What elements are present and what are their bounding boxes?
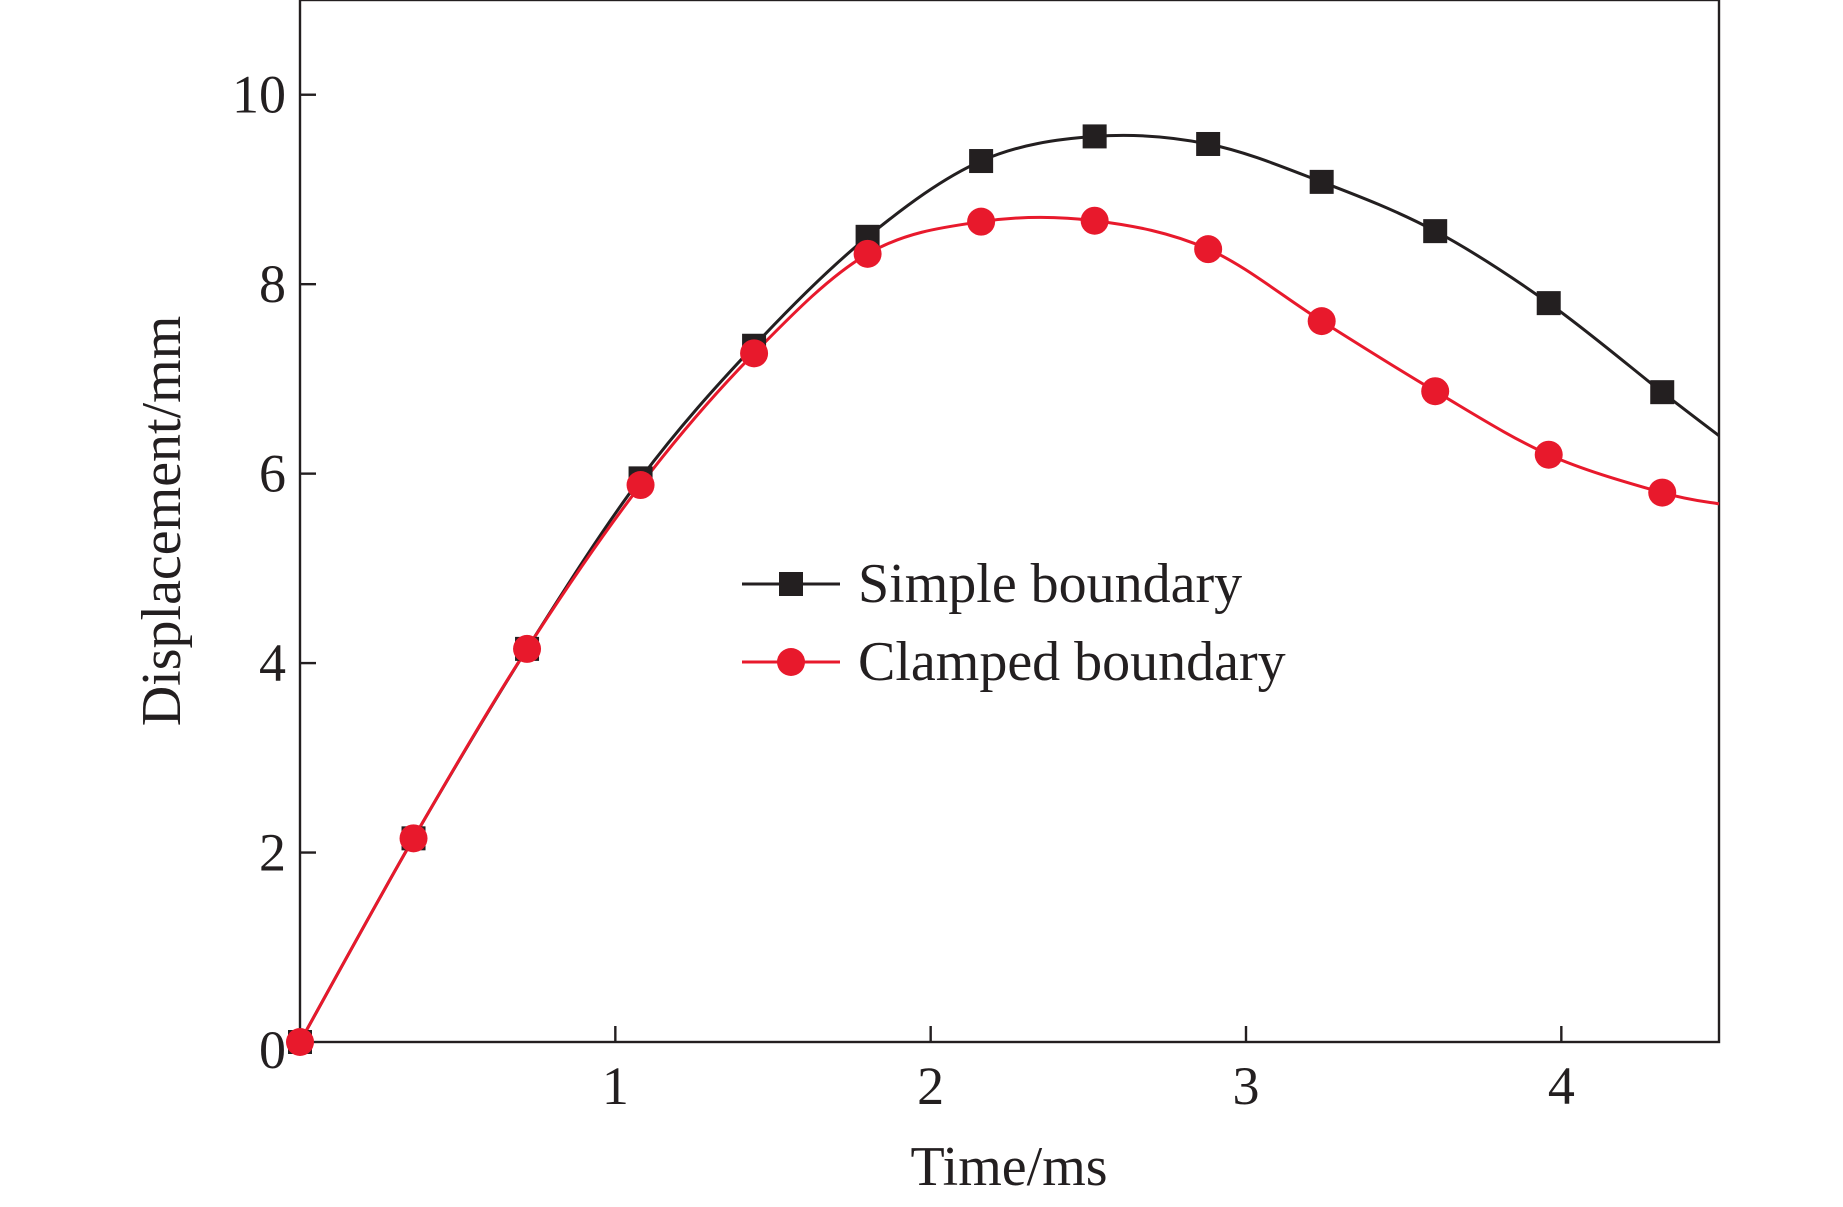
- data-point: [513, 634, 542, 663]
- data-point: [1534, 440, 1563, 469]
- legend-item-clamped: Clamped boundary: [742, 631, 1286, 693]
- data-point: [1080, 206, 1109, 235]
- y-tick-label: 0: [259, 1020, 286, 1080]
- data-point: [740, 339, 769, 368]
- y-tick-label: 10: [232, 65, 286, 125]
- data-point: [1082, 124, 1107, 149]
- data-point: [1307, 307, 1336, 336]
- x-tick-label: 2: [917, 1056, 944, 1116]
- legend-label-simple: Simple boundary: [858, 553, 1242, 615]
- x-axis-label: Time/ms: [910, 1136, 1107, 1198]
- data-point: [399, 824, 428, 853]
- x-tick-label: 4: [1548, 1056, 1575, 1116]
- data-point: [853, 239, 882, 268]
- legend-marker-simple: [779, 572, 803, 596]
- legend-marker-clamped: [777, 648, 805, 676]
- series-clamped-boundary: [298, 215, 1720, 1043]
- data-point: [1421, 377, 1450, 406]
- x-ticks: 1 2 3 4: [602, 1026, 1575, 1116]
- data-point: [1194, 235, 1223, 264]
- legend-label-clamped: Clamped boundary: [858, 631, 1286, 693]
- series-line: [298, 215, 1720, 1043]
- data-point: [1423, 219, 1448, 244]
- x-tick-label: 3: [1233, 1056, 1260, 1116]
- axes: [298, 0, 1721, 1044]
- data-point: [1650, 380, 1675, 405]
- plot-frame: [298, 0, 1721, 1044]
- data-point: [1648, 478, 1677, 507]
- series-layer: [286, 124, 1720, 1056]
- x-tick-label: 1: [602, 1056, 629, 1116]
- data-point: [626, 471, 655, 500]
- data-point: [969, 149, 994, 174]
- data-point: [286, 1028, 314, 1056]
- series-markers-clamped-boundary: [286, 206, 1677, 1056]
- legend-item-simple: Simple boundary: [742, 553, 1242, 615]
- y-tick-label: 8: [259, 254, 286, 314]
- data-point: [967, 207, 996, 236]
- data-point: [1536, 291, 1561, 316]
- data-point: [1309, 169, 1334, 194]
- y-axis-label: Displacement/mm: [131, 316, 193, 727]
- data-point: [1196, 131, 1221, 156]
- y-tick-label: 6: [259, 444, 286, 504]
- y-tick-label: 4: [259, 633, 286, 693]
- y-ticks: 0 2 4 6 8 10: [232, 65, 316, 1080]
- legend: Simple boundary Clamped boundary: [742, 553, 1286, 693]
- y-tick-label: 2: [259, 823, 286, 883]
